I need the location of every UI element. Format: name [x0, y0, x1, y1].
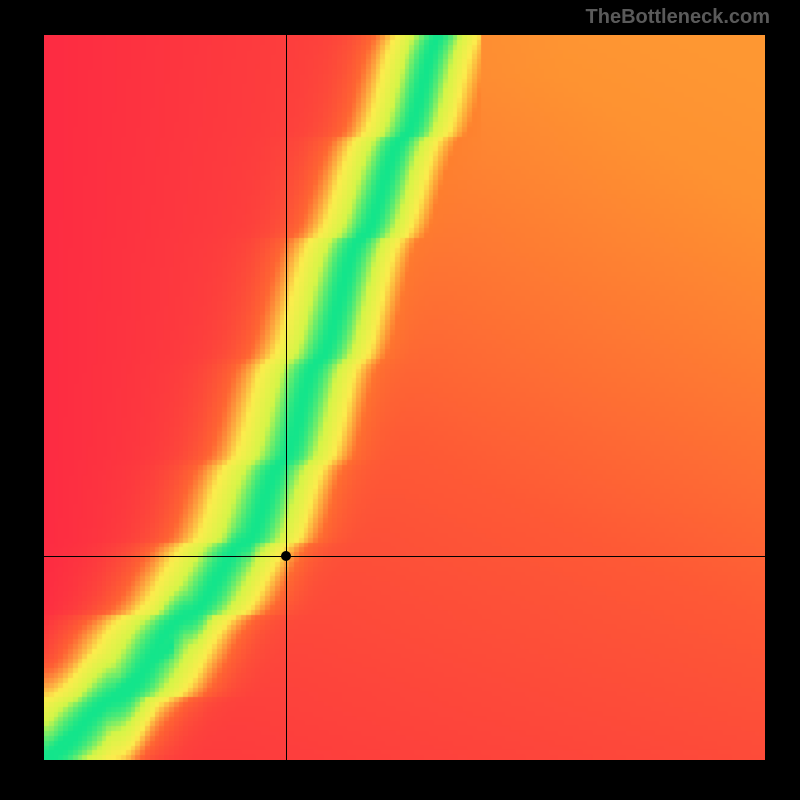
crosshair-horizontal — [44, 556, 765, 557]
heatmap-canvas — [44, 35, 765, 760]
crosshair-vertical — [286, 35, 287, 760]
crosshair-marker-dot — [281, 551, 291, 561]
chart-container: TheBottleneck.com — [0, 0, 800, 800]
watermark-text: TheBottleneck.com — [586, 6, 770, 29]
plot-area — [44, 35, 765, 760]
